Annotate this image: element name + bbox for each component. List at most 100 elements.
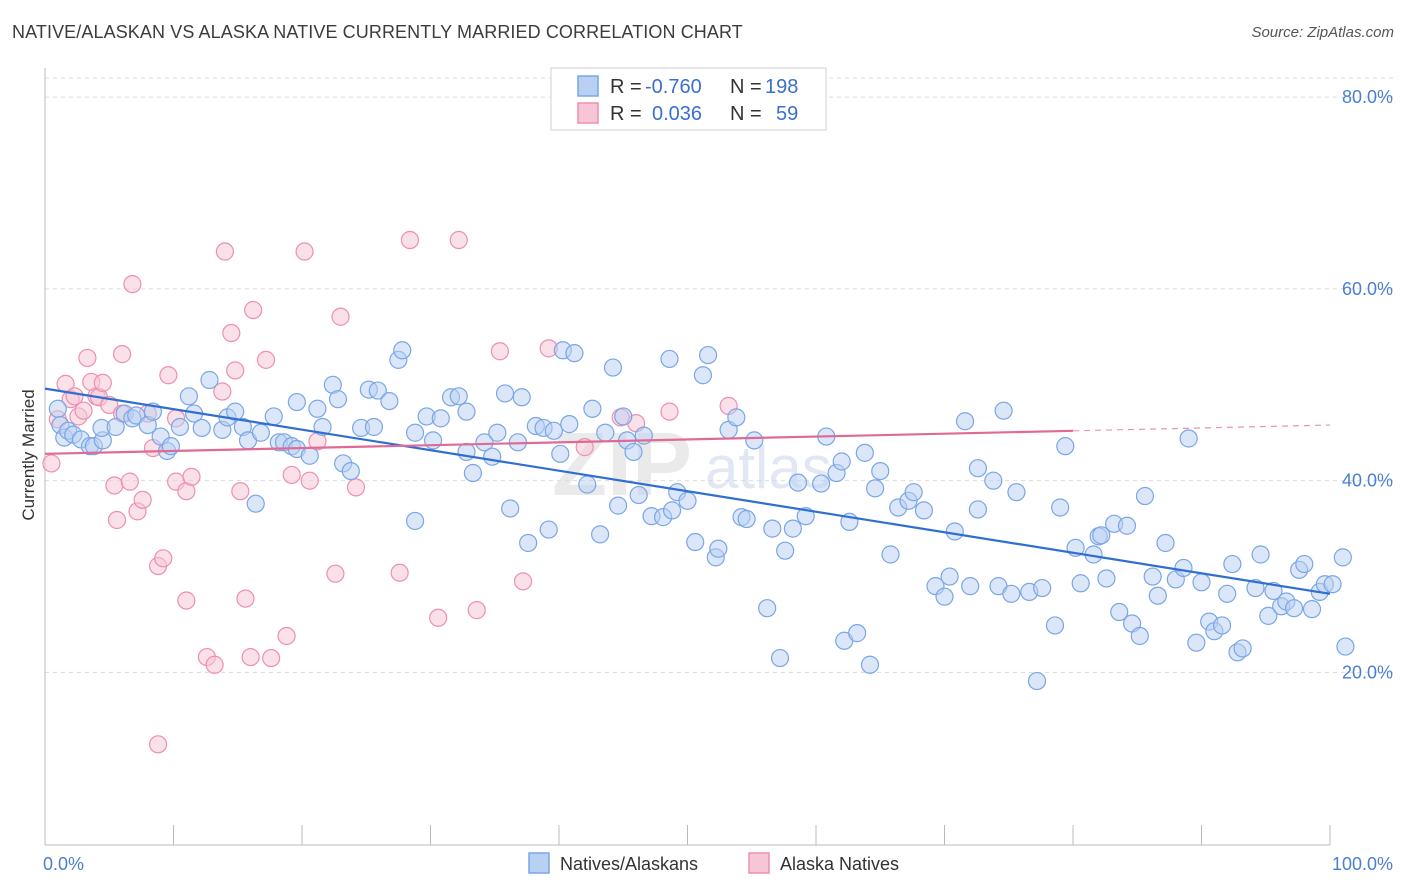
- natives-alaskans-point: [994, 401, 1013, 420]
- natives-alaskans-points: [48, 341, 1355, 691]
- natives-alaskans-point: [955, 412, 975, 431]
- natives-alaskans-trendline: [44, 387, 1331, 595]
- natives-alaskans-point: [1117, 516, 1137, 535]
- natives-alaskans-point: [1071, 574, 1090, 593]
- natives-alaskans-point: [1284, 599, 1304, 618]
- alaska-natives-point: [244, 300, 263, 320]
- natives-alaskans-point: [300, 446, 319, 465]
- alaska-natives-point: [182, 467, 201, 486]
- bottom-legend-label-2: Alaska Natives: [780, 854, 899, 874]
- natives-alaskans-point: [788, 473, 808, 492]
- natives-alaskans-point: [758, 599, 777, 618]
- natives-alaskans-point: [1148, 586, 1167, 605]
- natives-alaskans-point: [544, 421, 563, 440]
- natives-alaskans-point: [591, 525, 610, 544]
- legend: R = -0.760 N = 198 R = 0.036 N = 59: [550, 67, 827, 131]
- natives-alaskans-point: [1156, 533, 1175, 553]
- natives-alaskans-point: [48, 399, 67, 418]
- natives-alaskans-point: [783, 519, 802, 538]
- natives-alaskans-point: [904, 483, 923, 502]
- axes: [44, 68, 1331, 846]
- natives-alaskans-point: [512, 388, 531, 407]
- natives-alaskans-point: [364, 417, 384, 437]
- natives-alaskans-point: [1264, 581, 1283, 601]
- alaska-natives-point: [105, 476, 124, 495]
- natives-alaskans-point: [968, 459, 988, 478]
- natives-alaskans-point: [551, 444, 570, 463]
- tick-labels: 20.0% 40.0% 60.0% 80.0% 0.0% 100.0%: [43, 87, 1393, 874]
- alaska-natives-point: [120, 472, 139, 491]
- alaska-natives-point: [400, 230, 420, 250]
- alaska-natives-point: [282, 465, 301, 485]
- legend-n-value-1: 198: [765, 76, 798, 98]
- natives-alaskans-point: [935, 587, 954, 606]
- natives-alaskans-point: [560, 415, 579, 434]
- natives-alaskans-point: [1251, 545, 1270, 564]
- natives-alaskans-point: [251, 423, 270, 442]
- legend-swatch-pink: [577, 102, 599, 124]
- natives-alaskans-point: [698, 345, 718, 365]
- legend-n-value-2: 59: [776, 103, 798, 125]
- alaska-natives-point: [159, 366, 178, 385]
- natives-alaskans-point: [1212, 616, 1232, 635]
- alaska-natives-point: [429, 608, 448, 627]
- natives-alaskans-point: [609, 496, 628, 515]
- natives-alaskans-point: [192, 418, 211, 438]
- natives-alaskans-point: [463, 463, 483, 483]
- alaska-natives-point: [390, 563, 409, 582]
- natives-alaskans-point: [483, 447, 502, 466]
- natives-alaskans-point: [961, 577, 980, 596]
- natives-alaskans-point: [940, 567, 959, 586]
- trend-lines: [44, 387, 1331, 595]
- alaska-natives-point: [112, 345, 132, 364]
- natives-alaskans-point: [1174, 558, 1193, 578]
- natives-alaskans-point: [1218, 584, 1237, 603]
- alaska-natives-point: [107, 510, 127, 530]
- legend-r-label-2: R =: [610, 103, 642, 125]
- alaska-natives-point: [262, 648, 281, 668]
- natives-alaskans-point: [1233, 639, 1252, 658]
- natives-alaskans-point: [1051, 498, 1070, 517]
- alaska-natives-point: [467, 601, 486, 620]
- natives-alaskans-point: [745, 431, 764, 450]
- natives-alaskans-point: [737, 509, 756, 529]
- bottom-legend-swatch-pink: [748, 852, 770, 874]
- legend-r-label-1: R =: [610, 76, 642, 98]
- alaska-natives-point: [331, 307, 350, 326]
- natives-alaskans-point: [914, 501, 934, 520]
- legend-r-value-1: -0.760: [645, 76, 702, 98]
- alaska-natives-points: [42, 230, 738, 754]
- natives-alaskans-point: [393, 341, 412, 360]
- natives-alaskans-point: [1187, 633, 1206, 652]
- alaska-natives-point: [449, 230, 468, 250]
- natives-alaskans-point: [1027, 671, 1047, 691]
- y-tick-label: 80.0%: [1342, 87, 1393, 107]
- natives-alaskans-point: [1179, 429, 1198, 448]
- x-tick-label: 100.0%: [1332, 854, 1393, 874]
- natives-alaskans-point: [1056, 437, 1075, 456]
- bottom-legend-swatch-blue: [528, 852, 550, 874]
- alaska-natives-point: [231, 482, 250, 501]
- natives-alaskans-point: [881, 545, 900, 564]
- natives-alaskans-point: [405, 423, 425, 442]
- natives-alaskans-point: [1002, 584, 1021, 603]
- natives-alaskans-point: [539, 520, 558, 539]
- natives-alaskans-point: [614, 407, 633, 426]
- natives-alaskans-point: [776, 541, 795, 560]
- alaska-natives-point: [346, 478, 366, 497]
- natives-alaskans-point: [1092, 526, 1111, 545]
- natives-alaskans-point: [1007, 483, 1026, 502]
- alaska-natives-point: [241, 647, 260, 667]
- x-tick-label: 0.0%: [43, 854, 84, 874]
- natives-alaskans-point: [565, 344, 584, 363]
- natives-alaskans-point: [501, 499, 520, 518]
- alaska-natives-point: [74, 401, 93, 420]
- natives-alaskans-point: [488, 423, 507, 442]
- alaska-natives-trendline: [44, 429, 1074, 455]
- natives-alaskans-point: [1045, 616, 1065, 635]
- chart-title: NATIVE/ALASKAN VS ALASKA NATIVE CURRENTL…: [12, 22, 743, 42]
- natives-alaskans-point: [264, 407, 283, 426]
- natives-alaskans-point: [405, 511, 425, 531]
- natives-alaskans-point: [449, 387, 468, 406]
- natives-alaskans-point: [226, 402, 245, 421]
